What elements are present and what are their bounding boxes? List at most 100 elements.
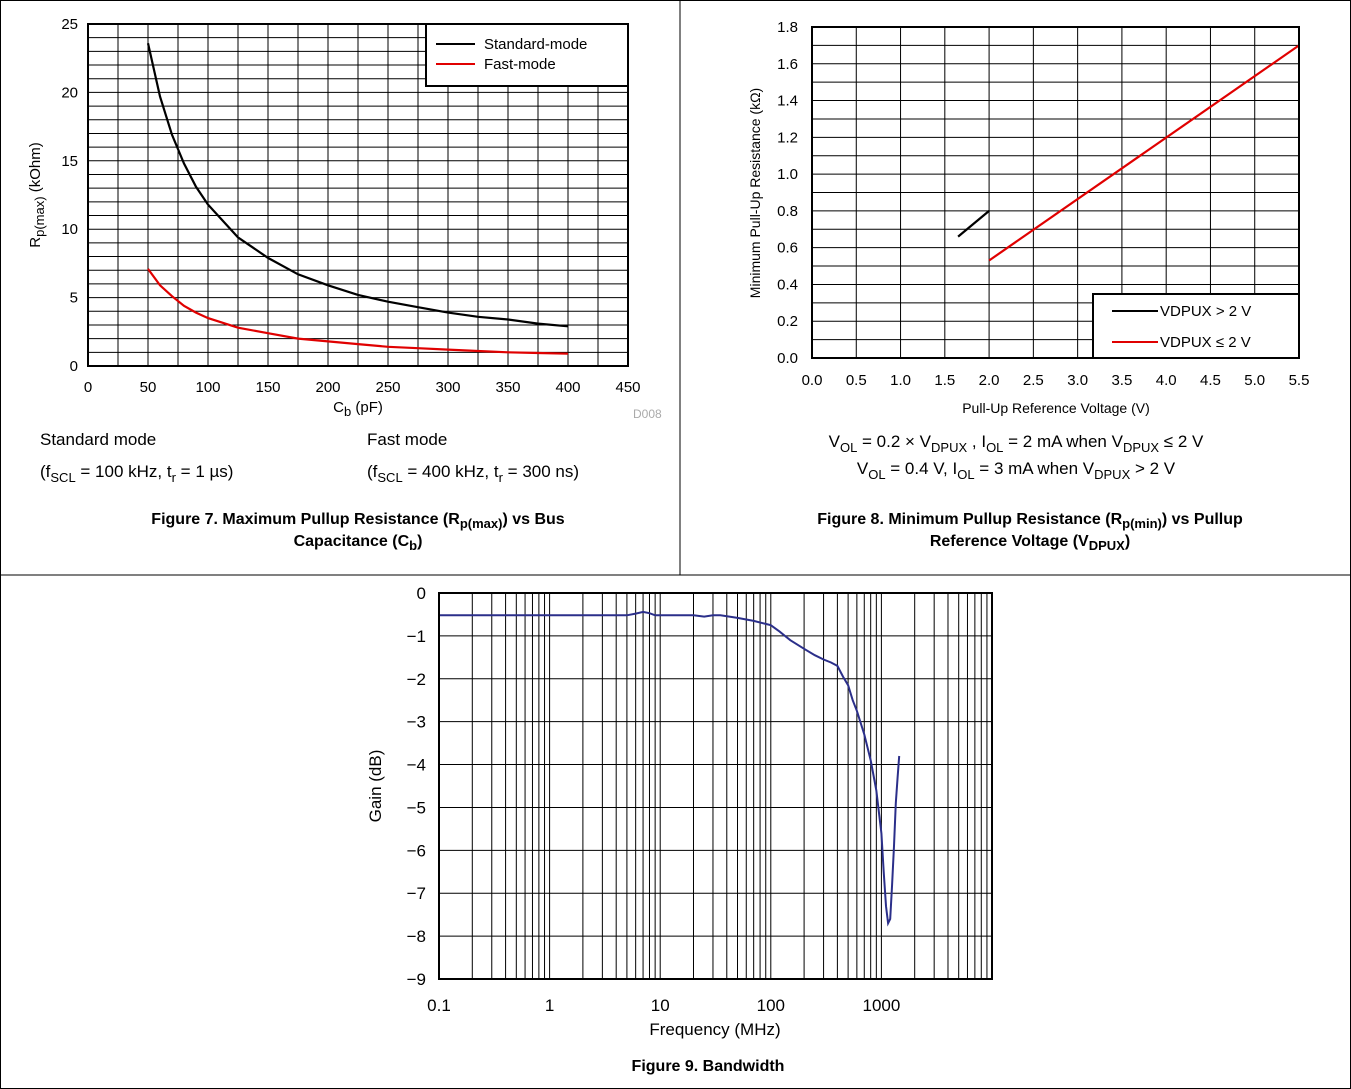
f9-x-tick-label: 1 <box>545 996 554 1015</box>
f7-y-tick-label: 10 <box>61 221 78 238</box>
f7-x-tick-label: 350 <box>495 379 520 396</box>
f8-y-tick-label: 0.0 <box>777 350 798 367</box>
f9-y-tick-label: −3 <box>407 713 426 732</box>
f9-y-tick-label: −7 <box>407 884 426 903</box>
f8-x-tick-label: 0.5 <box>846 372 867 389</box>
f7-fast-title: Fast mode <box>367 430 447 449</box>
f9-x-tick-labels: 0.1 1 10 100 1000 <box>427 996 900 1015</box>
f7-series-group <box>146 42 569 355</box>
f8-y-tick-label: 1.4 <box>777 93 798 110</box>
f8-x-tick-label: 3.5 <box>1111 372 1132 389</box>
f9-x-tick-label: 1000 <box>862 996 900 1015</box>
f8-series-group <box>957 44 1300 262</box>
f9-y-tick-label: 0 <box>417 584 426 603</box>
f9-y-tick-label: −2 <box>407 670 426 689</box>
f9-series-gain-line <box>439 610 901 927</box>
f8-x-tick-label: 5.0 <box>1244 372 1265 389</box>
f9-series-group <box>439 610 901 927</box>
figure-8-chart: 0.0 0.5 1.0 1.5 2.0 2.5 3.0 3.5 4.0 4.5 5.0 5.5 0.0… <box>747 19 1309 553</box>
f7-standard-title: Standard mode <box>40 430 156 449</box>
f9-x-tick-label: 0.1 <box>427 996 451 1015</box>
f8-caption-line2: Reference Voltage (VDPUX) <box>930 533 1130 553</box>
f8-plot-frame <box>811 26 1300 359</box>
f8-x-tick-label: 2.5 <box>1023 372 1044 389</box>
f7-caption-line1: Figure 7. Maximum Pullup Resistance (Rp(… <box>151 511 564 531</box>
f9-caption: Figure 9. Bandwidth <box>632 1058 785 1075</box>
f8-x-tick-label: 1.0 <box>890 372 911 389</box>
f8-x-tick-labels: 0.0 0.5 1.0 1.5 2.0 2.5 3.0 3.5 4.0 4.5 5.0 5.5 <box>802 372 1310 389</box>
f7-x-axis-label: Cb (pF) <box>333 399 383 419</box>
f8-legend-label-above: VDPUX > 2 V <box>1160 303 1251 320</box>
f8-x-tick-label: 3.0 <box>1067 372 1088 389</box>
f7-series-standard-line <box>146 42 569 328</box>
f7-plot-frame <box>87 23 629 367</box>
f8-y-tick-label: 0.2 <box>777 313 798 330</box>
f7-standard-conditions: (fSCL = 100 kHz, tr = 1 µs) <box>40 462 233 485</box>
f7-y-axis-label: Rp(max) (kOhm) <box>27 142 47 247</box>
f7-y-tick-label: 5 <box>70 290 78 307</box>
f7-y-tick-label: 0 <box>70 358 78 375</box>
f7-x-tick-label: 200 <box>315 379 340 396</box>
f7-fast-conditions: (fSCL = 400 kHz, tr = 300 ns) <box>367 462 579 485</box>
f8-y-tick-label: 1.8 <box>777 19 798 36</box>
f8-y-tick-label: 0.6 <box>777 240 798 257</box>
f7-x-tick-labels: 0 50 100 150 200 250 300 350 400 450 <box>84 379 641 396</box>
f7-x-tick-label: 0 <box>84 379 92 396</box>
f9-y-tick-label: −5 <box>407 798 426 817</box>
f7-x-tick-label: 150 <box>255 379 280 396</box>
f8-x-tick-label: 2.0 <box>979 372 1000 389</box>
f8-legend-label-below: VDPUX ≤ 2 V <box>1160 334 1251 351</box>
f9-y-tick-label: −8 <box>407 927 426 946</box>
f8-legend: VDPUX > 2 V VDPUX ≤ 2 V <box>1092 293 1300 359</box>
f8-x-tick-label: 5.5 <box>1289 372 1310 389</box>
f7-watermark: D008 <box>633 407 662 421</box>
f9-grid <box>438 592 992 980</box>
f8-x-axis-label: Pull-Up Reference Voltage (V) <box>962 400 1150 416</box>
f8-x-tick-label: 4.5 <box>1200 372 1221 389</box>
f8-caption-line1: Figure 8. Minimum Pullup Resistance (Rp(… <box>817 511 1243 531</box>
f9-y-tick-label: −1 <box>407 627 426 646</box>
f9-y-tick-label: −4 <box>407 756 426 775</box>
f8-series-above-2v-line <box>957 210 990 238</box>
f7-legend-label-standard: Standard-mode <box>484 36 587 53</box>
f9-x-tick-label: 100 <box>757 996 785 1015</box>
f8-x-tick-label: 1.5 <box>934 372 955 389</box>
f9-y-tick-labels: 0 −1 −2 −3 −4 −5 −6 −7 −8 −9 <box>407 584 426 989</box>
f8-condition-line1: VOL = 0.2 × VDPUX , IOL = 2 mA when VDPU… <box>829 432 1204 455</box>
f7-y-tick-labels: 0 5 10 15 20 25 <box>61 16 78 375</box>
f8-y-tick-label: 1.6 <box>777 56 798 73</box>
f9-x-axis-label: Frequency (MHz) <box>649 1020 780 1039</box>
f7-series-fast-line <box>147 268 569 355</box>
f7-x-tick-label: 50 <box>140 379 157 396</box>
figure-7-chart: 0 50 100 150 200 250 300 350 400 450 0 5 10 15 20 25 S… <box>27 16 662 553</box>
figure-9-chart: 0.1 1 10 100 1000 0 −1 −2 −3 −4 −5 −6 −7 −8 −9 Freque… <box>366 584 993 1075</box>
f8-y-axis-label: Minimum Pull-Up Resistance (kΩ) <box>747 88 763 298</box>
f8-series-below-2v-line <box>988 44 1300 262</box>
f7-y-tick-label: 20 <box>61 84 78 101</box>
f8-y-tick-label: 1.0 <box>777 166 798 183</box>
f8-x-tick-label: 0.0 <box>802 372 823 389</box>
f9-y-tick-label: −9 <box>407 970 426 989</box>
f8-y-tick-label: 1.2 <box>777 129 798 146</box>
f7-x-tick-label: 300 <box>435 379 460 396</box>
f7-x-tick-label: 400 <box>555 379 580 396</box>
f7-x-tick-label: 450 <box>615 379 640 396</box>
f7-legend: Standard-mode Fast-mode <box>425 23 629 87</box>
f8-y-tick-label: 0.4 <box>777 276 798 293</box>
f8-y-tick-labels: 0.0 0.2 0.4 0.6 0.8 1.0 1.2 1.4 1.6 1.8 <box>777 19 798 367</box>
f9-y-axis-label: Gain (dB) <box>366 750 385 823</box>
f8-x-tick-label: 4.0 <box>1156 372 1177 389</box>
f8-condition-line2: VOL = 0.4 V, IOL = 3 mA when VDPUX > 2 V <box>857 459 1176 482</box>
f7-legend-box <box>425 23 629 87</box>
f7-legend-label-fast: Fast-mode <box>484 56 556 73</box>
f9-plot-frame <box>438 592 993 980</box>
f9-y-tick-label: −6 <box>407 841 426 860</box>
f8-legend-box <box>1092 293 1300 359</box>
f9-x-tick-label: 10 <box>651 996 670 1015</box>
f7-x-tick-label: 100 <box>195 379 220 396</box>
f7-x-tick-label: 250 <box>375 379 400 396</box>
f8-y-tick-label: 0.8 <box>777 203 798 220</box>
f7-y-tick-label: 25 <box>61 16 78 33</box>
